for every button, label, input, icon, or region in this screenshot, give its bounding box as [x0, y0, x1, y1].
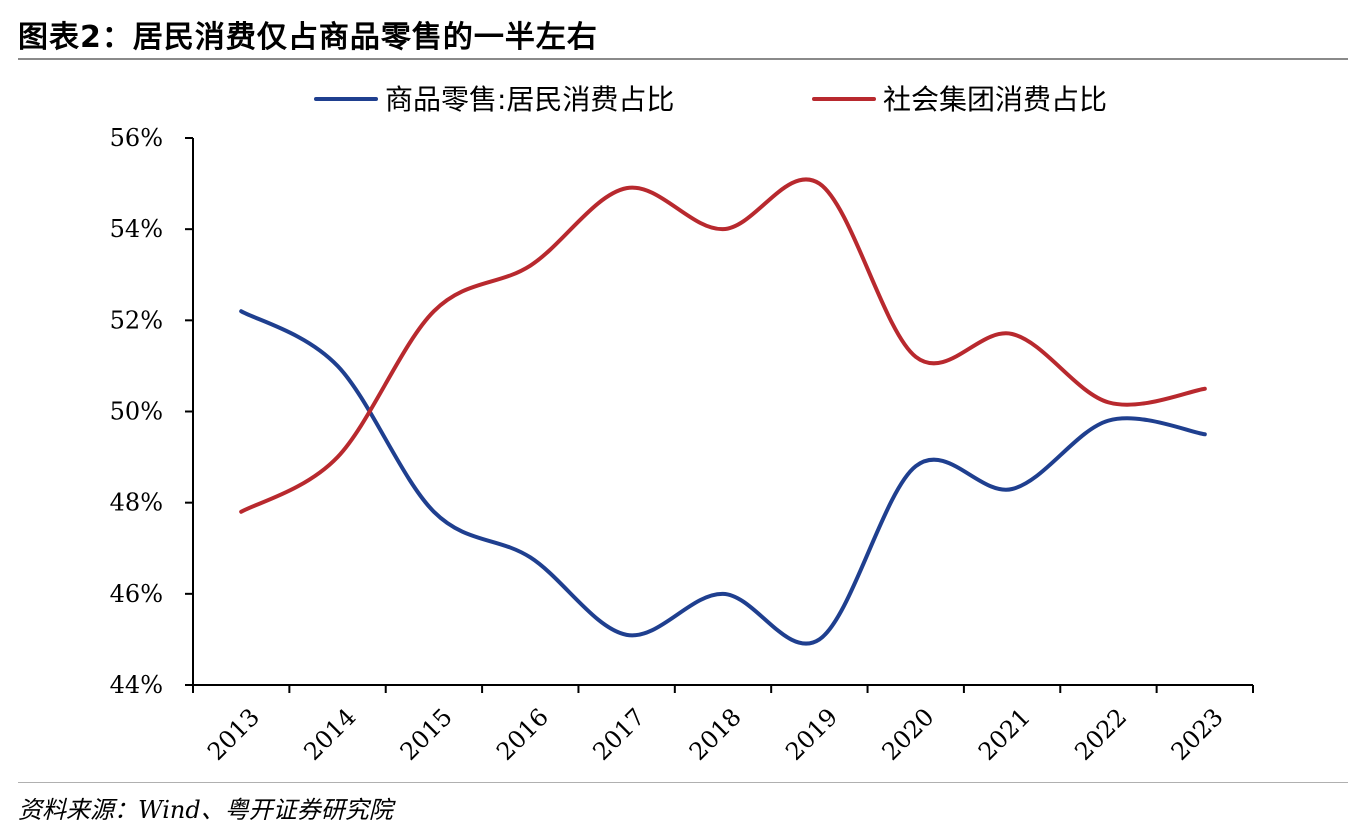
x-tick-label: 2015: [395, 703, 458, 766]
source-divider: [18, 782, 1348, 783]
y-tick-label: 52%: [110, 306, 163, 334]
x-tick-label: 2013: [202, 703, 265, 766]
line-chart: 商品零售:居民消费占比 社会集团消费占比 44% 46% 48% 50% 52% 54% 56…: [110, 83, 1254, 766]
y-tick-label: 56%: [110, 124, 163, 152]
x-tick-label: 2023: [1166, 703, 1229, 766]
x-tick-label: 2016: [491, 703, 554, 766]
legend: 商品零售:居民消费占比 社会集团消费占比: [314, 83, 1107, 116]
y-tick-label: 54%: [110, 215, 163, 243]
x-tick-label: 2022: [1069, 703, 1132, 766]
y-tick-label: 50%: [110, 398, 163, 426]
x-tick-label: 2020: [877, 703, 940, 766]
x-tick-label: 2019: [780, 703, 843, 766]
series-lines: [239, 177, 1207, 646]
y-tick-label: 44%: [110, 671, 163, 699]
x-tick-label: 2014: [298, 703, 361, 766]
series-line-2: [239, 177, 1207, 514]
tick-labels: 44% 46% 48% 50% 52% 54% 56% 2013 2014 2015 2016 201…: [110, 124, 1229, 766]
axes: [185, 137, 1254, 693]
title-divider: [18, 58, 1348, 60]
series-line-1: [239, 309, 1207, 646]
y-tick-label: 48%: [110, 489, 163, 517]
y-tick-label: 46%: [110, 580, 163, 608]
x-tick-label: 2018: [684, 703, 747, 766]
legend-label-2: 社会集团消费占比: [883, 83, 1107, 116]
legend-label-1: 商品零售:居民消费占比: [385, 83, 674, 116]
x-tick-label: 2021: [973, 703, 1036, 766]
x-tick-label: 2017: [587, 703, 650, 766]
figure-title: 图表2：居民消费仅占商品零售的一半左右: [18, 20, 598, 55]
source-note: 资料来源：Wind、粤开证券研究院: [18, 796, 393, 824]
